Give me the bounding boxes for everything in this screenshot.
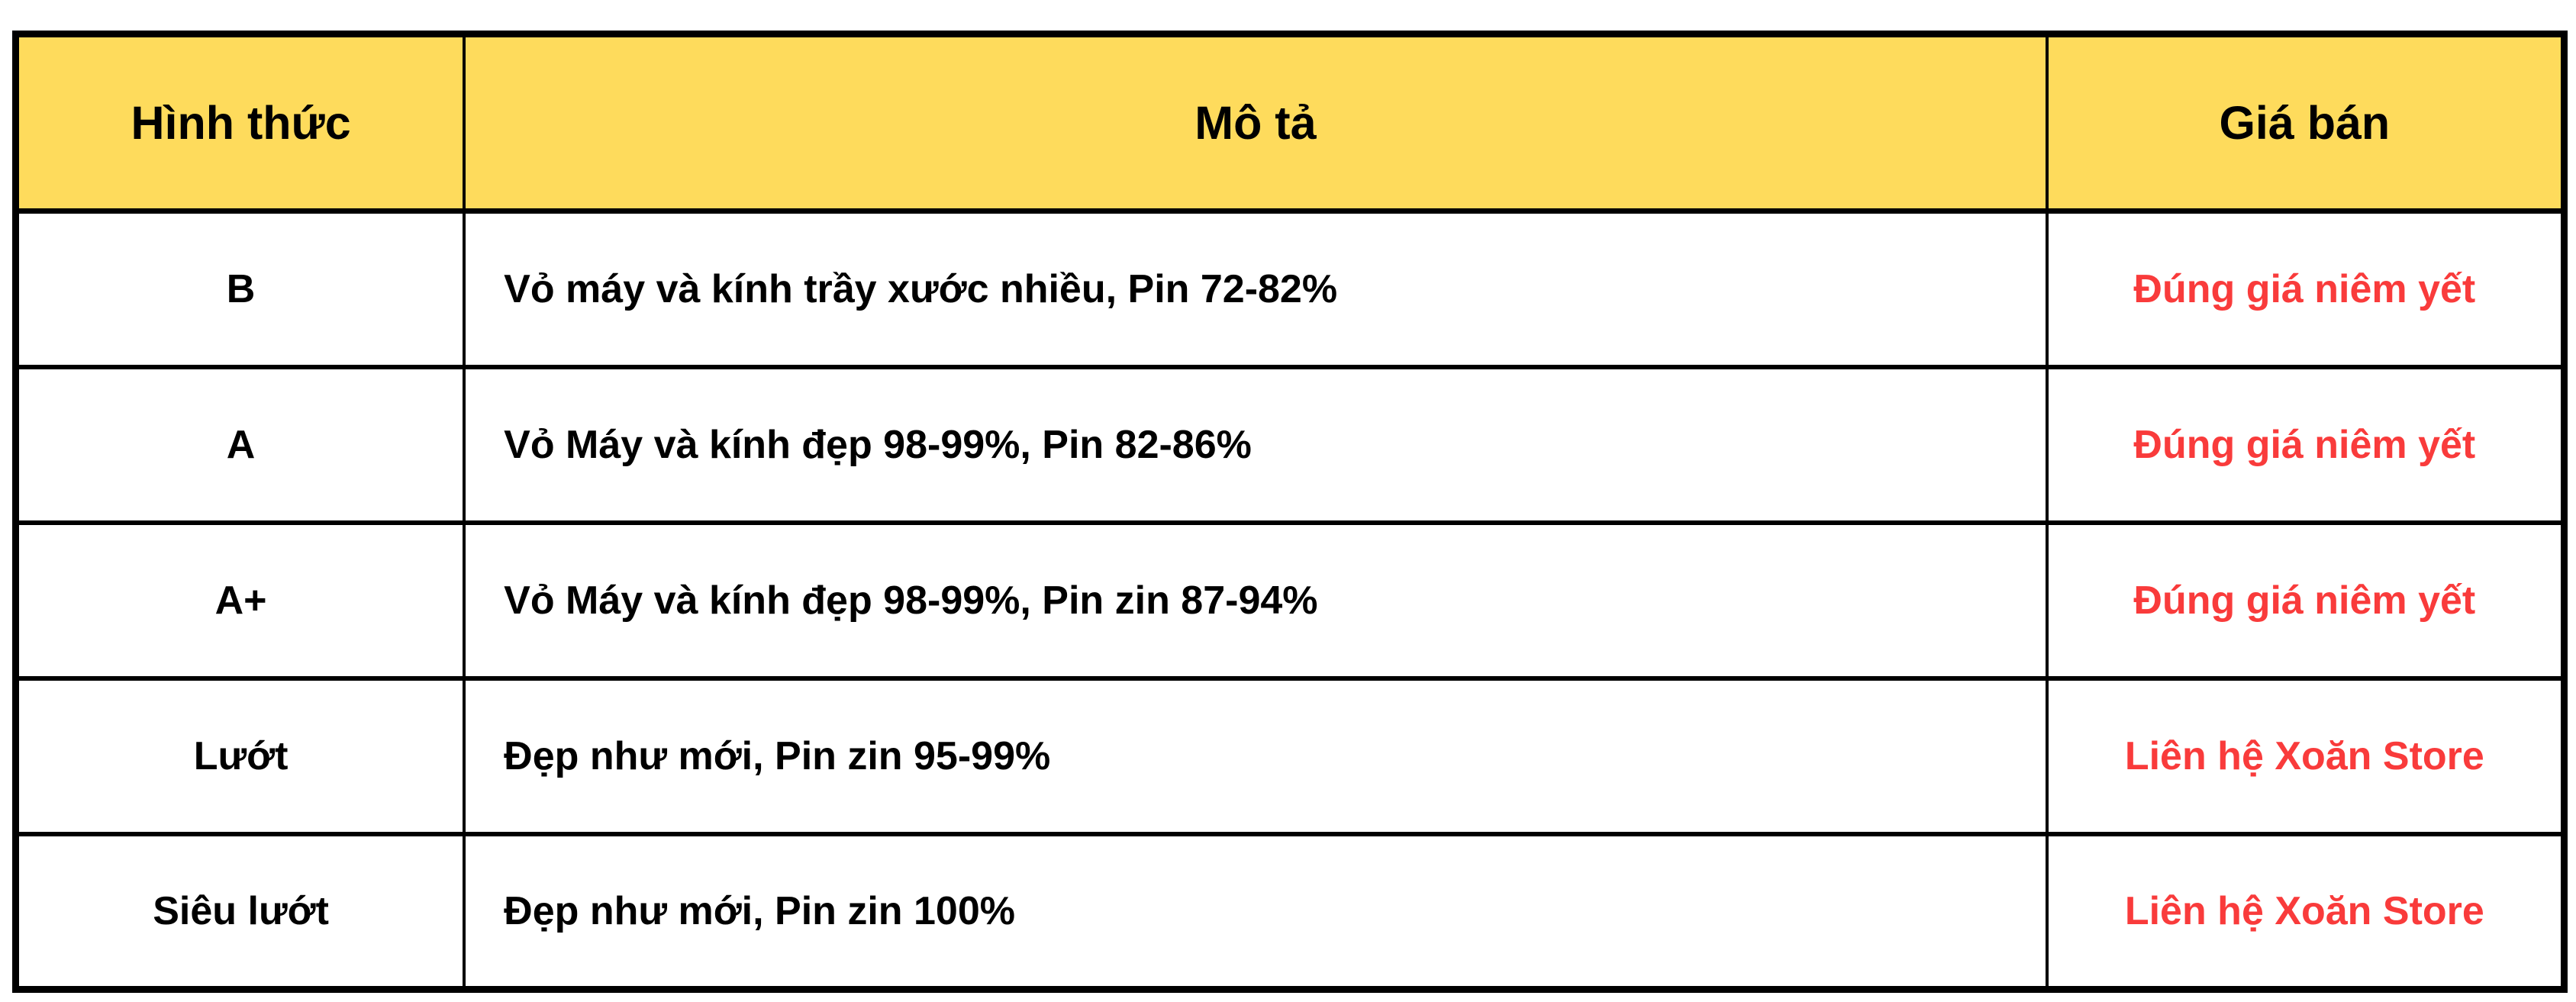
header-cell-condition: Hình thức	[14, 32, 466, 214]
grade-cell: B	[14, 208, 466, 369]
price-cell: Đúng giá niêm yết	[2045, 520, 2566, 681]
grade-cell: A+	[14, 520, 466, 681]
header-row: Hình thức Mô tả Giá bán	[14, 32, 2566, 214]
description-cell: Vỏ máy và kính trầy xước nhiều, Pin 72-8…	[463, 208, 2049, 369]
description-cell: Vỏ Máy và kính đẹp 98-99%, Pin 82-86%	[463, 364, 2049, 525]
description-cell: Vỏ Máy và kính đẹp 98-99%, Pin zin 87-94…	[463, 520, 2049, 681]
price-cell: Đúng giá niêm yết	[2045, 208, 2566, 369]
grade-cell: A	[14, 364, 466, 525]
grade-cell: Lướt	[14, 675, 466, 836]
description-cell: Đẹp như mới, Pin zin 95-99%	[463, 675, 2049, 836]
price-cell: Đúng giá niêm yết	[2045, 364, 2566, 525]
table-row: Lướt Đẹp như mới, Pin zin 95-99% Liên hệ…	[14, 675, 2566, 836]
header-cell-price: Giá bán	[2045, 32, 2566, 214]
description-cell: Đẹp như mới, Pin zin 100%	[463, 831, 2049, 992]
price-cell: Liên hệ Xoăn Store	[2045, 831, 2566, 992]
device-condition-pricing-table: Hình thức Mô tả Giá bán B Vỏ máy và kính…	[12, 31, 2568, 993]
table-row: A+ Vỏ Máy và kính đẹp 98-99%, Pin zin 87…	[14, 520, 2566, 681]
grade-cell: Siêu lướt	[14, 831, 466, 992]
header-cell-description: Mô tả	[463, 32, 2049, 214]
table-row: B Vỏ máy và kính trầy xước nhiều, Pin 72…	[14, 208, 2566, 369]
table-row: Siêu lướt Đẹp như mới, Pin zin 100% Liên…	[14, 831, 2566, 992]
price-cell: Liên hệ Xoăn Store	[2045, 675, 2566, 836]
table-row: A Vỏ Máy và kính đẹp 98-99%, Pin 82-86% …	[14, 364, 2566, 525]
